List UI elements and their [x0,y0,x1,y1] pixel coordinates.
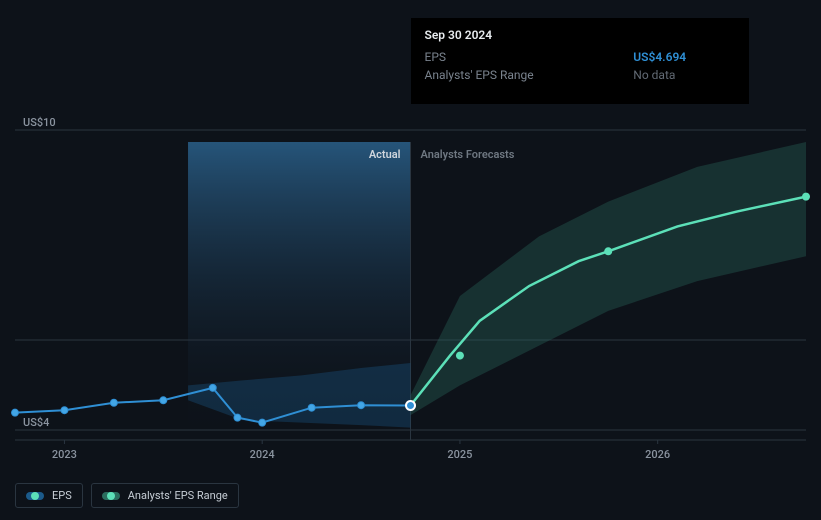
tooltip-table: EPSUS$4.694Analysts' EPS RangeNo data [425,48,735,84]
eps-actual-marker[interactable] [259,419,266,426]
x-axis-label: 2023 [52,448,77,461]
eps-actual-marker[interactable] [160,397,167,404]
tooltip-row-label: EPS [425,48,634,66]
legend-swatch-icon [26,492,44,500]
tooltip-row-label: Analysts' EPS Range [425,66,634,84]
region-label-actual: Actual [369,148,401,161]
chart-container: US$10 US$4 2023 2024 2025 2026 Actual Analysts … [15,0,806,520]
eps-actual-marker[interactable] [308,404,315,411]
eps-actual-marker[interactable] [234,414,241,421]
eps-actual-marker[interactable] [12,409,19,416]
eps-forecast-marker[interactable] [456,352,464,360]
tooltip-row: Analysts' EPS RangeNo data [425,66,735,84]
legend-label: Analysts' EPS Range [128,489,228,502]
eps-actual-marker[interactable] [209,384,216,391]
x-axis-label: 2024 [250,448,275,461]
tooltip-row: EPSUS$4.694 [425,48,735,66]
x-axis-label: 2026 [645,448,670,461]
chart-legend: EPS Analysts' EPS Range [15,483,239,508]
tooltip-row-value: No data [633,66,734,84]
legend-swatch-icon [102,492,120,500]
eps-actual-marker[interactable] [358,402,365,409]
x-axis-label: 2025 [447,448,472,461]
y-axis-label: US$10 [23,116,56,129]
region-label-forecast: Analysts Forecasts [421,148,515,161]
legend-item[interactable]: EPS [15,483,83,508]
tooltip-date: Sep 30 2024 [425,28,735,42]
tooltip-row-value: US$4.694 [633,48,734,66]
legend-label: EPS [52,489,72,502]
eps-actual-marker[interactable] [110,399,117,406]
y-axis-label: US$4 [23,416,49,429]
chart-tooltip: Sep 30 2024 EPSUS$4.694Analysts' EPS Ran… [411,18,749,104]
eps-forecast-marker[interactable] [802,193,810,201]
legend-item[interactable]: Analysts' EPS Range [91,483,239,508]
highlight-marker[interactable] [407,402,414,409]
eps-forecast-marker[interactable] [604,247,612,255]
forecast-range-area [411,142,807,415]
eps-actual-marker[interactable] [61,407,68,414]
